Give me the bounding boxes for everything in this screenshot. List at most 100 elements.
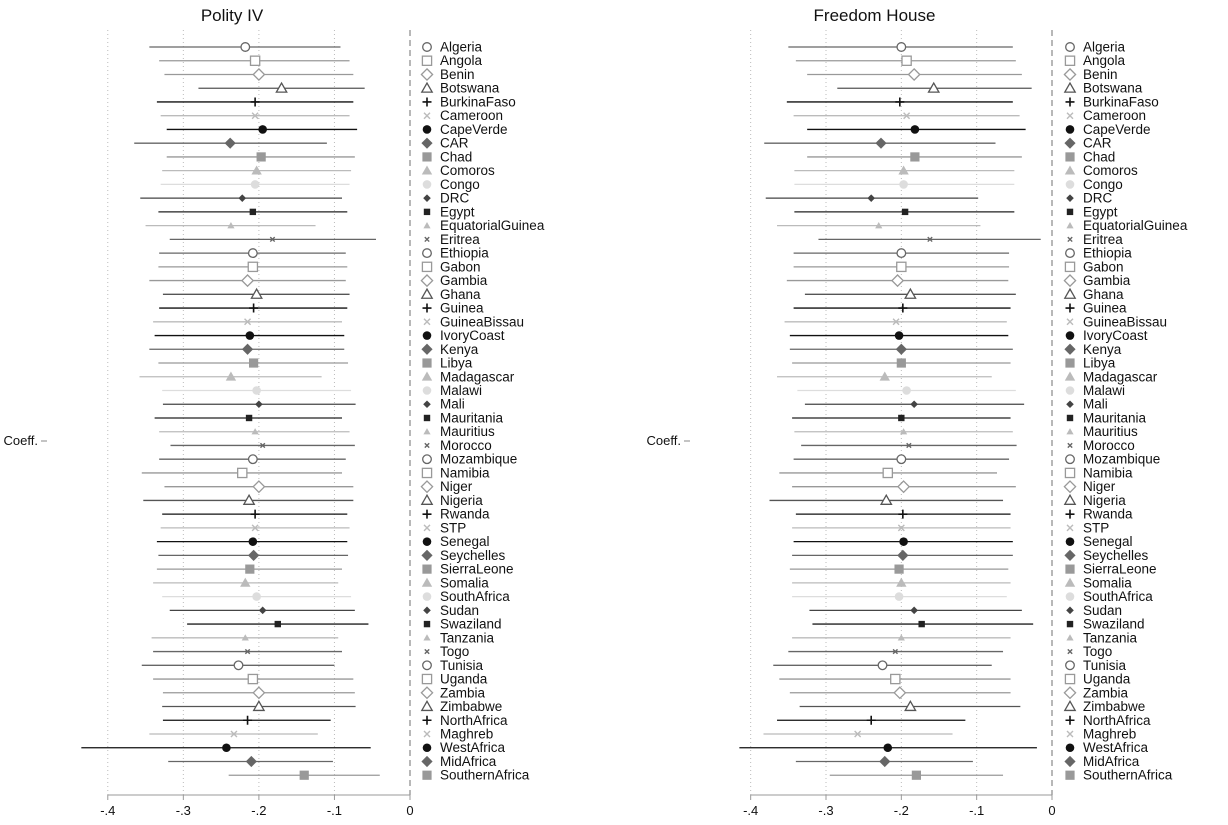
- legend-marker: [1065, 303, 1075, 313]
- series-congo: [794, 180, 1015, 189]
- legend-item-northafrica: NorthAfrica: [422, 713, 508, 728]
- legend-marker: [422, 770, 432, 780]
- legend-label: Seychelles: [1083, 548, 1149, 563]
- legend-marker: [1065, 125, 1075, 134]
- series-swaziland: [812, 620, 1034, 628]
- legend-item-eritrea: Eritrea: [1067, 232, 1123, 247]
- legend-label: SouthAfrica: [1083, 589, 1153, 604]
- point-estimate: [883, 743, 893, 753]
- series-midafrica: [168, 755, 333, 768]
- series-tunisia: [141, 660, 335, 671]
- series-ghana: [162, 287, 350, 299]
- legend-item-zimbabwe: Zimbabwe: [1063, 699, 1145, 714]
- legend-marker: [1064, 673, 1076, 685]
- legend-label: Egypt: [440, 204, 475, 219]
- x-tick-label: -.4: [100, 803, 115, 818]
- legend-label: Madagascar: [440, 369, 515, 384]
- legend-marker: [1065, 331, 1075, 340]
- series-comoros: [794, 165, 1015, 175]
- point-estimate: [897, 524, 905, 532]
- legend-item-eritrea: Eritrea: [424, 232, 480, 247]
- legend-marker: [1063, 493, 1077, 505]
- legend-marker: [421, 165, 433, 175]
- legend-marker: [1063, 274, 1077, 288]
- legend-label: Senegal: [440, 534, 490, 549]
- legend-label: Zimbabwe: [1083, 699, 1145, 714]
- legend-item-togo: Togo: [424, 644, 469, 659]
- legend-label: GuineaBissau: [440, 314, 524, 329]
- point-estimate: [894, 564, 904, 574]
- y-axis-label: Coeff.: [647, 433, 681, 448]
- legend-marker: [1064, 261, 1076, 273]
- series-ethiopia: [159, 248, 346, 259]
- legend-label: Gambia: [1083, 273, 1131, 288]
- point-estimate: [904, 287, 917, 299]
- legend-marker: [1064, 137, 1076, 149]
- legend-marker: [1065, 660, 1075, 671]
- legend-label: Comoros: [440, 163, 495, 178]
- legend-marker: [422, 715, 432, 725]
- legend-marker: [423, 222, 431, 229]
- legend-item-guinea: Guinea: [1065, 301, 1127, 316]
- legend-item-cameroon: Cameroon: [1066, 108, 1146, 123]
- series-seychelles: [158, 549, 349, 561]
- legend-item-nigeria: Nigeria: [420, 493, 483, 508]
- legend-marker: [1064, 371, 1076, 381]
- series-ivorycoast: [154, 331, 345, 340]
- legend-marker: [1066, 194, 1074, 202]
- legend-marker: [1065, 454, 1075, 465]
- legend-label: Malawi: [440, 383, 482, 398]
- legend-marker: [1067, 236, 1073, 243]
- legend-label: Mauritania: [440, 410, 504, 425]
- legend-item-swaziland: Swaziland: [423, 617, 502, 632]
- legend-label: Tunisia: [1083, 658, 1127, 673]
- legend-item-uganda: Uganda: [421, 672, 488, 687]
- series-ivorycoast: [789, 331, 1009, 340]
- series-northafrica: [777, 715, 966, 725]
- legend-item-tunisia: Tunisia: [422, 658, 484, 673]
- legend-label: DRC: [440, 191, 469, 206]
- legend-label: Ghana: [440, 287, 481, 302]
- series-namibia: [141, 467, 342, 479]
- point-estimate: [247, 248, 258, 259]
- legend-label: Maghreb: [440, 727, 493, 742]
- legend-marker: [421, 673, 433, 685]
- legend-label: Somalia: [1083, 575, 1132, 590]
- series-equatorialguinea: [777, 222, 981, 229]
- legend-label: Egypt: [1083, 204, 1118, 219]
- point-estimate: [258, 606, 267, 615]
- series-westafrica: [81, 743, 371, 753]
- point-estimate: [244, 318, 252, 326]
- series-capeverde: [807, 125, 1026, 134]
- legend-item-ethiopia: Ethiopia: [422, 246, 489, 261]
- point-estimate: [269, 236, 276, 243]
- legend-item-angola: Angola: [421, 53, 483, 68]
- point-estimate: [255, 400, 263, 409]
- point-estimate: [225, 371, 237, 381]
- point-estimate: [879, 493, 893, 505]
- point-estimate: [867, 194, 875, 202]
- point-estimate: [237, 467, 248, 479]
- legend-item-gabon: Gabon: [421, 259, 481, 274]
- series-mauritius: [794, 428, 1013, 435]
- legend-item-egypt: Egypt: [423, 204, 475, 219]
- series-somalia: [792, 577, 1011, 587]
- legend-label: Tunisia: [440, 658, 484, 673]
- legend-item-libya: Libya: [1065, 356, 1116, 371]
- legend-item-morocco: Morocco: [1067, 438, 1135, 453]
- legend-label: Ethiopia: [1083, 246, 1132, 261]
- legend-marker: [1065, 564, 1075, 574]
- legend-label: Zimbabwe: [440, 699, 502, 714]
- point-estimate: [896, 248, 907, 259]
- legend-marker: [1066, 620, 1074, 628]
- point-estimate: [898, 509, 908, 519]
- point-estimate: [233, 660, 244, 671]
- legend-label: SierraLeone: [440, 562, 514, 577]
- legend-label: CAR: [1083, 136, 1112, 151]
- legend-marker: [422, 152, 432, 162]
- legend-label: DRC: [1083, 191, 1112, 206]
- legend-label: Gambia: [440, 273, 488, 288]
- legend-marker: [422, 743, 432, 753]
- legend-marker: [1065, 42, 1075, 52]
- legend-marker: [421, 261, 433, 273]
